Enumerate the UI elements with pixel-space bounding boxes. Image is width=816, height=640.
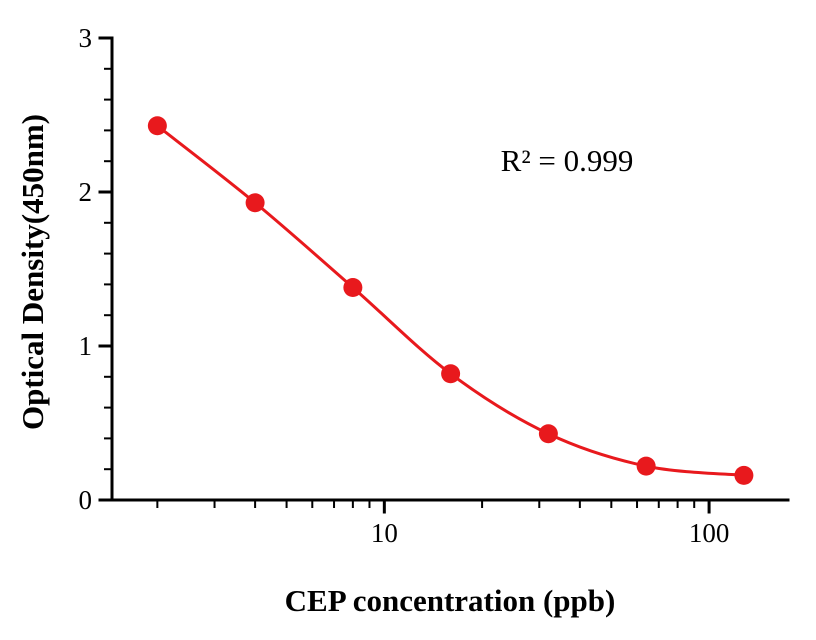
fit-curve [156, 124, 745, 477]
data-point-marker [441, 364, 461, 384]
x-tick-label: 100 [689, 518, 730, 548]
x-tick-label: 10 [371, 518, 398, 548]
data-point-marker [343, 277, 363, 297]
data-point-marker [636, 456, 656, 476]
x-axis-label: CEP concentration (ppb) [284, 583, 616, 618]
data-point-marker [245, 193, 265, 213]
data-point-marker [734, 465, 754, 485]
y-tick-label: 1 [79, 331, 93, 361]
r-squared-annotation: R² = 0.999 [500, 143, 634, 178]
y-axis-label: Optical Density(450nm) [15, 113, 50, 431]
y-tick-label: 2 [79, 177, 93, 207]
y-tick-label: 3 [79, 23, 93, 53]
data-point-marker [538, 424, 558, 444]
data-point-marker [147, 116, 167, 136]
y-tick-label: 0 [79, 485, 93, 515]
